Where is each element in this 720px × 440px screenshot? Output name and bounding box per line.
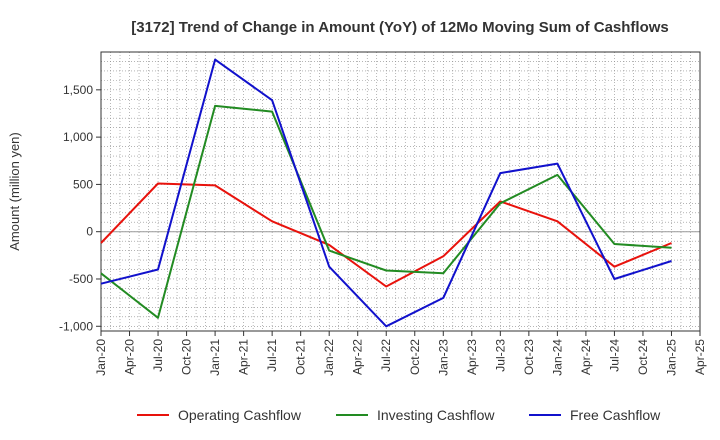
series-line-free-cashflow — [100, 58, 672, 328]
x-tick-label: Jul-20 — [151, 339, 165, 372]
x-tick-label: Jan-22 — [322, 339, 336, 376]
x-tick-label: Oct-21 — [294, 339, 308, 375]
x-tick-label: Jul-21 — [265, 339, 279, 372]
y-tick-label: -1,000 — [59, 319, 93, 333]
plot-frame — [100, 51, 701, 332]
x-tick-label: Jan-21 — [208, 339, 222, 376]
x-tick-label: Apr-25 — [693, 339, 707, 375]
chart-title: [3172] Trend of Change in Amount (YoY) o… — [131, 19, 669, 36]
y-tick-label: 500 — [73, 177, 93, 191]
y-axis-ticks: -1,000 -500 0 500 1,000 1,500 — [59, 83, 101, 333]
x-tick-label: Apr-24 — [579, 339, 593, 375]
x-tick-label: Jan-25 — [664, 339, 678, 376]
legend: Operating Cashflow Investing Cashflow Free… — [137, 407, 661, 423]
legend-label: Operating Cashflow — [178, 407, 302, 423]
series-lines — [100, 58, 672, 328]
x-axis-ticks: Jan-20 Apr-20 Jul-20 Oct-20 Jan-21 Apr-21 Jul-… — [94, 331, 707, 376]
x-tick-label: Jul-23 — [493, 339, 507, 372]
x-tick-label: Jan-20 — [94, 339, 108, 376]
x-tick-label: Jan-23 — [436, 339, 450, 376]
series-line-operating-cashflow — [100, 182, 672, 288]
grid-lines — [100, 51, 701, 331]
legend-label: Free Cashflow — [570, 407, 661, 423]
y-tick-label: -500 — [69, 272, 93, 286]
y-axis-label: Amount (million yen) — [7, 132, 22, 251]
y-tick-label: 0 — [86, 225, 93, 239]
y-tick-label: 1,000 — [63, 130, 93, 144]
x-tick-label: Apr-23 — [465, 339, 479, 375]
x-tick-label: Oct-20 — [180, 339, 194, 375]
x-tick-label: Oct-22 — [408, 339, 422, 375]
legend-label: Investing Cashflow — [377, 407, 495, 423]
x-tick-label: Oct-24 — [636, 339, 650, 375]
x-tick-label: Oct-23 — [522, 339, 536, 375]
y-tick-label: 1,500 — [63, 83, 93, 97]
plot-border — [100, 51, 701, 332]
x-tick-label: Jan-24 — [550, 339, 564, 376]
x-tick-label: Jul-24 — [607, 339, 621, 372]
x-tick-label: Apr-21 — [237, 339, 251, 375]
series-line-investing-cashflow — [100, 104, 672, 319]
x-tick-label: Apr-22 — [351, 339, 365, 375]
x-tick-label: Apr-20 — [123, 339, 137, 375]
x-tick-label: Jul-22 — [379, 339, 393, 372]
